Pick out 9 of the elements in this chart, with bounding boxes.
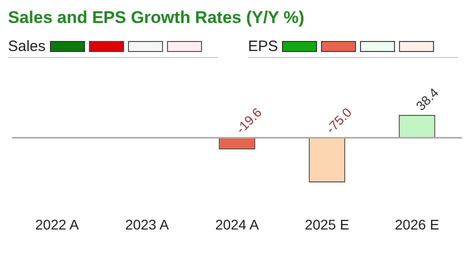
x-tick-label: 2026 E	[394, 216, 440, 232]
text: EPS	[248, 38, 278, 55]
legend-label: Sales	[8, 38, 46, 55]
x-tick-label: 2024 A	[215, 216, 260, 232]
chart-title: Sales and EPS Growth Rates (Y/Y %)	[8, 8, 304, 28]
x-tick-label: 2025 E	[304, 216, 350, 232]
data-label: 38.4	[413, 85, 442, 114]
x-tick-label: 2023 A	[125, 216, 170, 232]
x-tick-label: 2022 A	[35, 216, 80, 232]
